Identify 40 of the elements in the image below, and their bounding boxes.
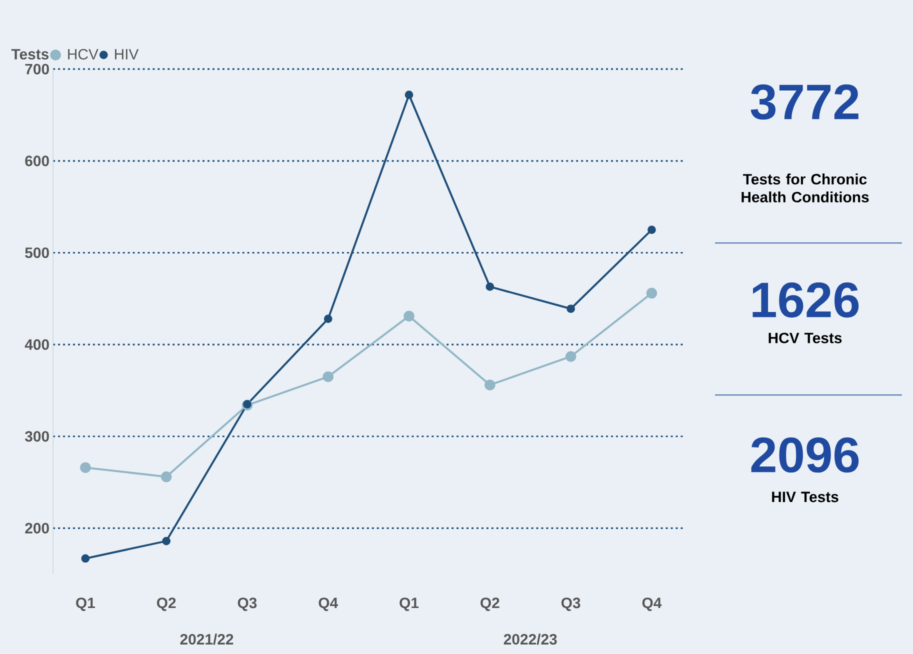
point: [565, 351, 576, 362]
legend-label: HCV: [68, 48, 98, 60]
point: [646, 288, 658, 299]
x-tick-label: Q4: [318, 598, 338, 611]
x-tick-label: Q1: [400, 598, 419, 611]
point: [404, 310, 414, 322]
x-tick-label: Q3: [238, 598, 257, 611]
text: HIV Tests: [772, 492, 838, 502]
point: [162, 536, 171, 546]
text: 2022/23: [504, 634, 557, 645]
legend-title: Tests: [11, 49, 49, 60]
point: [484, 380, 496, 390]
point: [243, 400, 252, 408]
y-tick-label: 400: [24, 339, 49, 350]
text: 2096: [751, 437, 859, 473]
x-tick-label: Q3: [561, 598, 580, 611]
point: [81, 554, 90, 563]
legend-label: HIV: [115, 49, 139, 60]
text: Tests for Chronic Health Conditions: [742, 174, 869, 202]
point: [324, 314, 332, 324]
point: [648, 226, 656, 234]
x-tick-label: Q2: [480, 598, 500, 611]
point: [322, 371, 334, 382]
point: [486, 282, 494, 291]
y-tick-label: 200: [25, 522, 49, 534]
point: [80, 462, 91, 473]
y-tick-label: 500: [25, 247, 49, 258]
y-tick-label: 600: [25, 156, 49, 166]
point: [566, 304, 576, 313]
x-tick-label: Q1: [76, 598, 95, 611]
point: [404, 90, 414, 100]
x-tick-label: Q2: [156, 598, 176, 611]
text: 1626: [752, 282, 859, 318]
x-tick-label: Q4: [642, 598, 662, 611]
text: 2021/22: [180, 634, 234, 645]
y-tick-label: 700: [25, 64, 49, 74]
y-tick-label: 300: [24, 431, 49, 442]
text: HCV Tests: [768, 332, 842, 344]
point: [160, 471, 172, 482]
text: 3772: [750, 84, 858, 120]
